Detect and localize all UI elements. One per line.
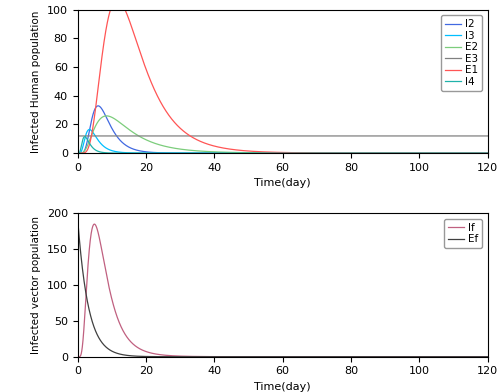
- E1: [114, 0, 120, 2]
- E3: [432, 134, 438, 138]
- If: [92, 222, 98, 227]
- Ef: [74, 214, 80, 219]
- E2: [104, 114, 110, 118]
- I3: [484, 151, 490, 156]
- I2: [232, 151, 238, 156]
- E3: [74, 134, 80, 138]
- I2: [146, 150, 152, 154]
- Line: If: If: [78, 224, 488, 357]
- I4: [476, 151, 482, 156]
- E3: [122, 134, 128, 138]
- Ef: [476, 354, 482, 359]
- X-axis label: Time(day): Time(day): [254, 178, 311, 189]
- E1: [484, 151, 490, 156]
- E3: [146, 134, 152, 138]
- Ef: [122, 353, 128, 358]
- If: [74, 354, 80, 359]
- If: [146, 350, 152, 355]
- I2: [484, 151, 490, 156]
- E2: [250, 151, 256, 155]
- Line: Ef: Ef: [78, 217, 488, 357]
- E2: [232, 150, 238, 155]
- I2: [74, 151, 80, 156]
- Line: I3: I3: [78, 129, 488, 153]
- E2: [476, 151, 482, 156]
- E1: [122, 6, 128, 11]
- If: [432, 354, 438, 359]
- I3: [122, 150, 128, 155]
- E2: [122, 124, 128, 129]
- I2: [122, 142, 128, 147]
- E1: [146, 74, 152, 78]
- Line: E2: E2: [78, 116, 488, 153]
- I2: [250, 151, 256, 156]
- I3: [146, 151, 152, 156]
- I4: [484, 151, 490, 156]
- I3: [86, 127, 92, 132]
- E2: [146, 139, 152, 143]
- Ef: [432, 354, 438, 359]
- E2: [484, 151, 490, 156]
- E3: [476, 134, 482, 138]
- If: [476, 354, 482, 359]
- I3: [74, 151, 80, 156]
- E2: [74, 151, 80, 156]
- Legend: If, Ef: If, Ef: [444, 219, 482, 249]
- I3: [250, 151, 256, 156]
- Ef: [484, 354, 490, 359]
- If: [250, 354, 256, 359]
- X-axis label: Time(day): Time(day): [254, 382, 311, 392]
- Line: I2: I2: [78, 106, 488, 153]
- E3: [484, 134, 490, 138]
- E1: [74, 151, 80, 156]
- Ef: [250, 354, 256, 359]
- I3: [232, 151, 238, 156]
- E1: [432, 151, 438, 156]
- Y-axis label: Infected vector population: Infected vector population: [31, 216, 41, 354]
- Ef: [146, 354, 152, 359]
- Legend: I2, I3, E2, E3, E1, I4: I2, I3, E2, E3, E1, I4: [441, 15, 482, 91]
- I4: [74, 151, 80, 156]
- E3: [250, 134, 256, 138]
- E1: [232, 147, 238, 152]
- Ef: [232, 354, 237, 359]
- E1: [250, 149, 256, 154]
- I4: [250, 151, 256, 156]
- E1: [476, 151, 482, 156]
- E2: [432, 151, 438, 156]
- If: [484, 354, 490, 359]
- I4: [146, 151, 152, 156]
- If: [122, 331, 128, 336]
- I3: [476, 151, 482, 156]
- I2: [432, 151, 438, 156]
- I4: [232, 151, 238, 156]
- I3: [432, 151, 438, 156]
- I4: [82, 134, 87, 139]
- I2: [476, 151, 482, 156]
- If: [232, 354, 238, 359]
- I4: [432, 151, 438, 156]
- Line: E1: E1: [78, 0, 488, 153]
- I2: [95, 103, 101, 108]
- Y-axis label: Infected Human population: Infected Human population: [31, 10, 41, 152]
- I4: [122, 151, 128, 156]
- E3: [232, 134, 237, 138]
- Line: I4: I4: [78, 137, 488, 153]
